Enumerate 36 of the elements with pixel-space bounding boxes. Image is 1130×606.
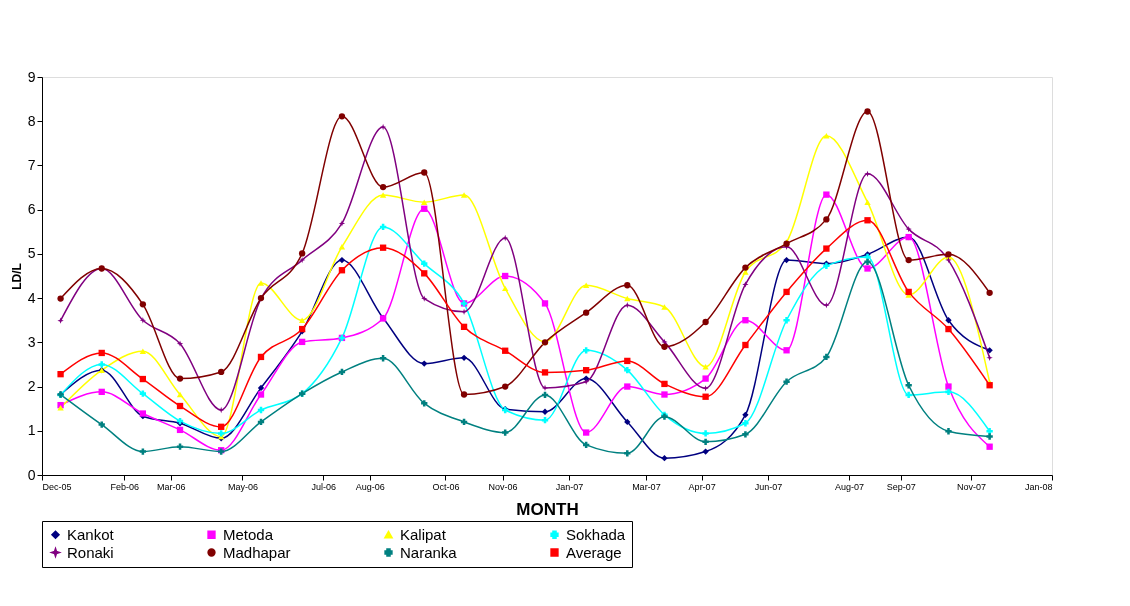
x-tick-label: Jul-06	[311, 481, 337, 492]
y-tick-label: 2	[27, 378, 36, 395]
x-axis-title: MONTH	[516, 499, 579, 519]
x-tick-label: Nov-06	[488, 481, 518, 492]
y-tick-label: 6	[27, 201, 36, 218]
y-tick-label: 5	[27, 245, 36, 262]
legend-label: Kankot	[67, 525, 115, 543]
y-tick-label: 8	[27, 112, 36, 129]
x-tick-label: Oct-06	[432, 481, 460, 492]
x-tick-label: May-06	[227, 481, 258, 492]
legend-label: Average	[566, 543, 622, 561]
legend-label: Naranka	[400, 543, 458, 561]
x-tick-label: Mar-06	[156, 481, 186, 492]
x-tick-label: Sep-07	[886, 481, 916, 492]
legend-label: Kalipat	[400, 525, 447, 543]
x-tick-label: Jun-07	[754, 481, 783, 492]
x-tick-label: Jan-07	[555, 481, 584, 492]
y-tick-label: 0	[27, 466, 36, 483]
x-tick-label: Feb-06	[110, 481, 140, 492]
x-tick-label: Nov-07	[957, 481, 987, 492]
x-tick-label: Dec-05	[42, 481, 72, 492]
x-tick-label: Mar-07	[632, 481, 661, 492]
x-tick-label: Aug-07	[834, 481, 864, 492]
y-axis-title: LD/L	[9, 263, 24, 290]
x-tick-label: Aug-06	[355, 481, 385, 492]
legend-label: Madhapar	[223, 543, 291, 561]
legend-label: Ronaki	[67, 543, 114, 561]
y-tick-label: 4	[27, 289, 36, 306]
y-tick-label: 3	[27, 333, 36, 350]
legend-label: Sokhada	[566, 525, 626, 543]
y-tick-label: 9	[27, 68, 36, 85]
y-tick-label: 7	[27, 156, 36, 173]
legend-label: Metoda	[223, 525, 274, 543]
y-tick-label: 1	[27, 422, 36, 439]
x-tick-label: Apr-07	[688, 481, 716, 492]
x-tick-label: Jan-08	[1024, 481, 1053, 492]
